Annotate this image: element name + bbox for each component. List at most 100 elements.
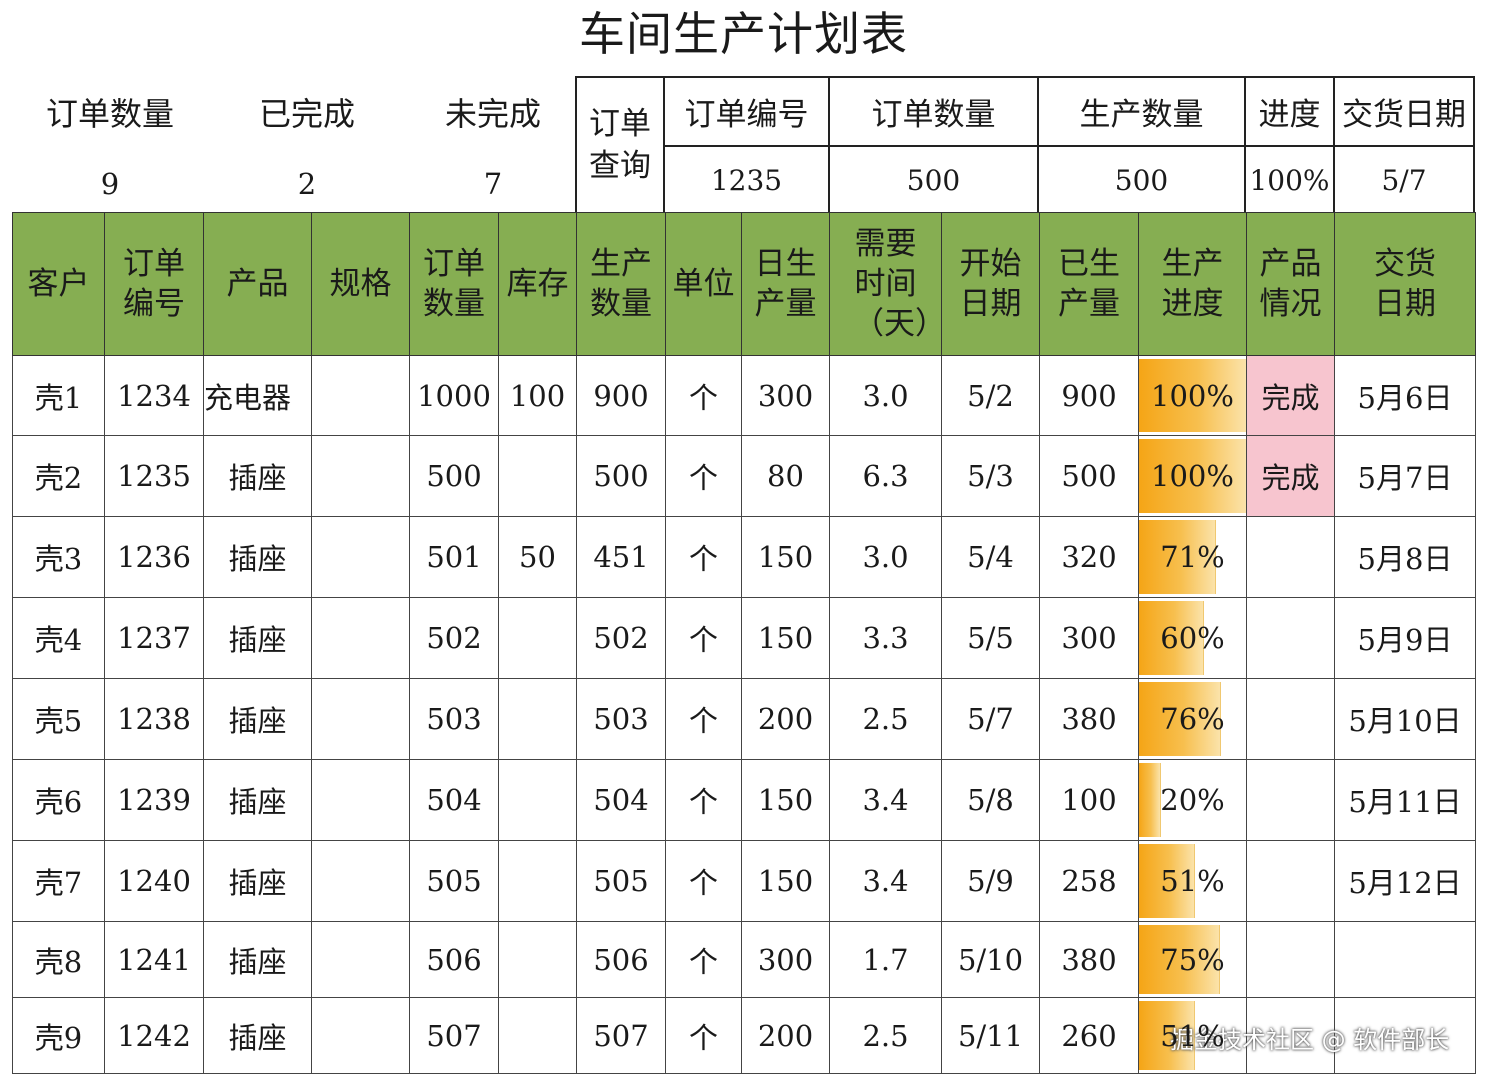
stock-cell: [498, 759, 577, 841]
production-qty-cell: 503: [576, 678, 666, 760]
delivery-date-cell: [1334, 921, 1476, 998]
produced-qty-cell: 900: [1039, 355, 1139, 436]
customer-cell: 壳1: [12, 355, 105, 436]
column-header: 交货日期: [1334, 212, 1476, 356]
product-cell: 插座: [203, 921, 312, 998]
query-header: 生产数量: [1079, 97, 1204, 133]
produced-qty-cell: 260: [1039, 997, 1139, 1074]
days-needed-cell: 3.0: [829, 516, 942, 598]
daily-output-cell: 150: [741, 597, 830, 679]
days-needed-cell: 1.7: [829, 921, 942, 998]
status-cell: [1246, 840, 1335, 922]
query-order-number-input[interactable]: 1235: [710, 163, 783, 197]
order-qty-cell: 505: [409, 840, 499, 922]
column-header: 开始日期: [941, 212, 1040, 356]
progress-cell: 76%: [1138, 678, 1247, 760]
progress-label: 71%: [1160, 540, 1225, 574]
pending-value: 7: [483, 167, 503, 201]
query-header: 订单编号: [684, 97, 809, 133]
progress-bar: [1139, 439, 1246, 513]
unit-cell: 个: [665, 516, 742, 598]
daily-output-cell: 80: [741, 435, 830, 517]
produced-qty-cell: 258: [1039, 840, 1139, 922]
delivery-date-cell: 5月8日: [1334, 516, 1476, 598]
order-qty-cell: 504: [409, 759, 499, 841]
produced-qty-cell: 320: [1039, 516, 1139, 598]
customer-cell: 壳2: [12, 435, 105, 517]
query-value: 100%: [1249, 163, 1330, 197]
produced-qty-cell: 380: [1039, 678, 1139, 760]
start-date-cell: 5/3: [941, 435, 1040, 517]
progress-bar: [1139, 925, 1221, 994]
progress-bar: [1139, 601, 1205, 675]
product-cell: 插座: [203, 759, 312, 841]
daily-output-cell: 150: [741, 516, 830, 598]
query-header: 进度: [1258, 97, 1321, 133]
table-row: 壳2 1235 插座 500 500 个 80 6.3 5/3 500 100% 完成 5月7日: [12, 435, 1476, 517]
start-date-cell: 5/4: [941, 516, 1040, 598]
product-cell: 插座: [203, 435, 312, 517]
column-header: 生产数量: [576, 212, 666, 356]
status-cell: [1246, 597, 1335, 679]
completed-value: 2: [297, 167, 317, 201]
product-cell: 插座: [203, 678, 312, 760]
unit-cell: 个: [665, 840, 742, 922]
table-row: 壳7 1240 插座 505 505 个 150 3.4 5/9 258 51% 5月12日: [12, 840, 1476, 922]
produced-qty-cell: 300: [1039, 597, 1139, 679]
progress-bar: [1139, 359, 1246, 432]
stock-cell: [498, 840, 577, 922]
table-row: 壳9 1242 插座 507 507 个 200 2.5 5/11 260 51%: [12, 997, 1476, 1074]
start-date-cell: 5/10: [941, 921, 1040, 998]
production-qty-cell: 506: [576, 921, 666, 998]
days-needed-cell: 2.5: [829, 678, 942, 760]
unit-cell: 个: [665, 355, 742, 436]
column-header: 单位: [665, 212, 742, 356]
status-cell: [1246, 516, 1335, 598]
stock-cell: 50: [498, 516, 577, 598]
stock-cell: 100: [498, 355, 577, 436]
order-number-cell: 1236: [104, 516, 204, 598]
days-needed-cell: 6.3: [829, 435, 942, 517]
customer-cell: 壳9: [12, 997, 105, 1074]
days-needed-cell: 3.0: [829, 355, 942, 436]
progress-bar: [1139, 682, 1222, 756]
progress-cell: 100%: [1138, 355, 1247, 436]
delivery-date-cell: 5月11日: [1334, 759, 1476, 841]
produced-qty-cell: 500: [1039, 435, 1139, 517]
production-qty-cell: 504: [576, 759, 666, 841]
customer-cell: 壳5: [12, 678, 105, 760]
order-qty-cell: 502: [409, 597, 499, 679]
customer-cell: 壳6: [12, 759, 105, 841]
progress-label: 51%: [1160, 864, 1225, 898]
spec-cell: [311, 997, 410, 1074]
delivery-date-cell: 5月10日: [1334, 678, 1476, 760]
column-header: 订单数量: [409, 212, 499, 356]
column-header: 已生产量: [1039, 212, 1139, 356]
order-query-label[interactable]: 订单查询: [589, 105, 651, 184]
production-qty-cell: 505: [576, 840, 666, 922]
order-count-label: 订单数量: [45, 95, 174, 133]
query-value: 5/7: [1381, 163, 1427, 197]
production-plan-table: 客户 订单编号 产品 规格 订单数量 库存 生产数量 单位 日生产量 需要时间（…: [12, 212, 1476, 1074]
order-query-panel: 订单查询 订单编号 订单数量 生产数量 进度 交货日期 1235 500 500…: [575, 76, 1475, 213]
column-header: 需要时间（天）: [829, 212, 942, 356]
order-qty-cell: 1000: [409, 355, 499, 436]
delivery-date-cell: [1334, 997, 1476, 1074]
production-qty-cell: 502: [576, 597, 666, 679]
order-qty-cell: 500: [409, 435, 499, 517]
production-qty-cell: 507: [576, 997, 666, 1074]
order-qty-cell: 507: [409, 997, 499, 1074]
status-cell: 完成: [1246, 355, 1335, 436]
customer-cell: 壳4: [12, 597, 105, 679]
daily-output-cell: 300: [741, 355, 830, 436]
order-number-cell: 1237: [104, 597, 204, 679]
progress-cell: 75%: [1138, 921, 1247, 998]
product-cell: 插座: [203, 516, 312, 598]
unit-cell: 个: [665, 759, 742, 841]
progress-label: 51%: [1160, 1018, 1225, 1053]
order-qty-cell: 503: [409, 678, 499, 760]
stock-cell: [498, 435, 577, 517]
days-needed-cell: 3.4: [829, 840, 942, 922]
spec-cell: [311, 516, 410, 598]
spec-cell: [311, 678, 410, 760]
